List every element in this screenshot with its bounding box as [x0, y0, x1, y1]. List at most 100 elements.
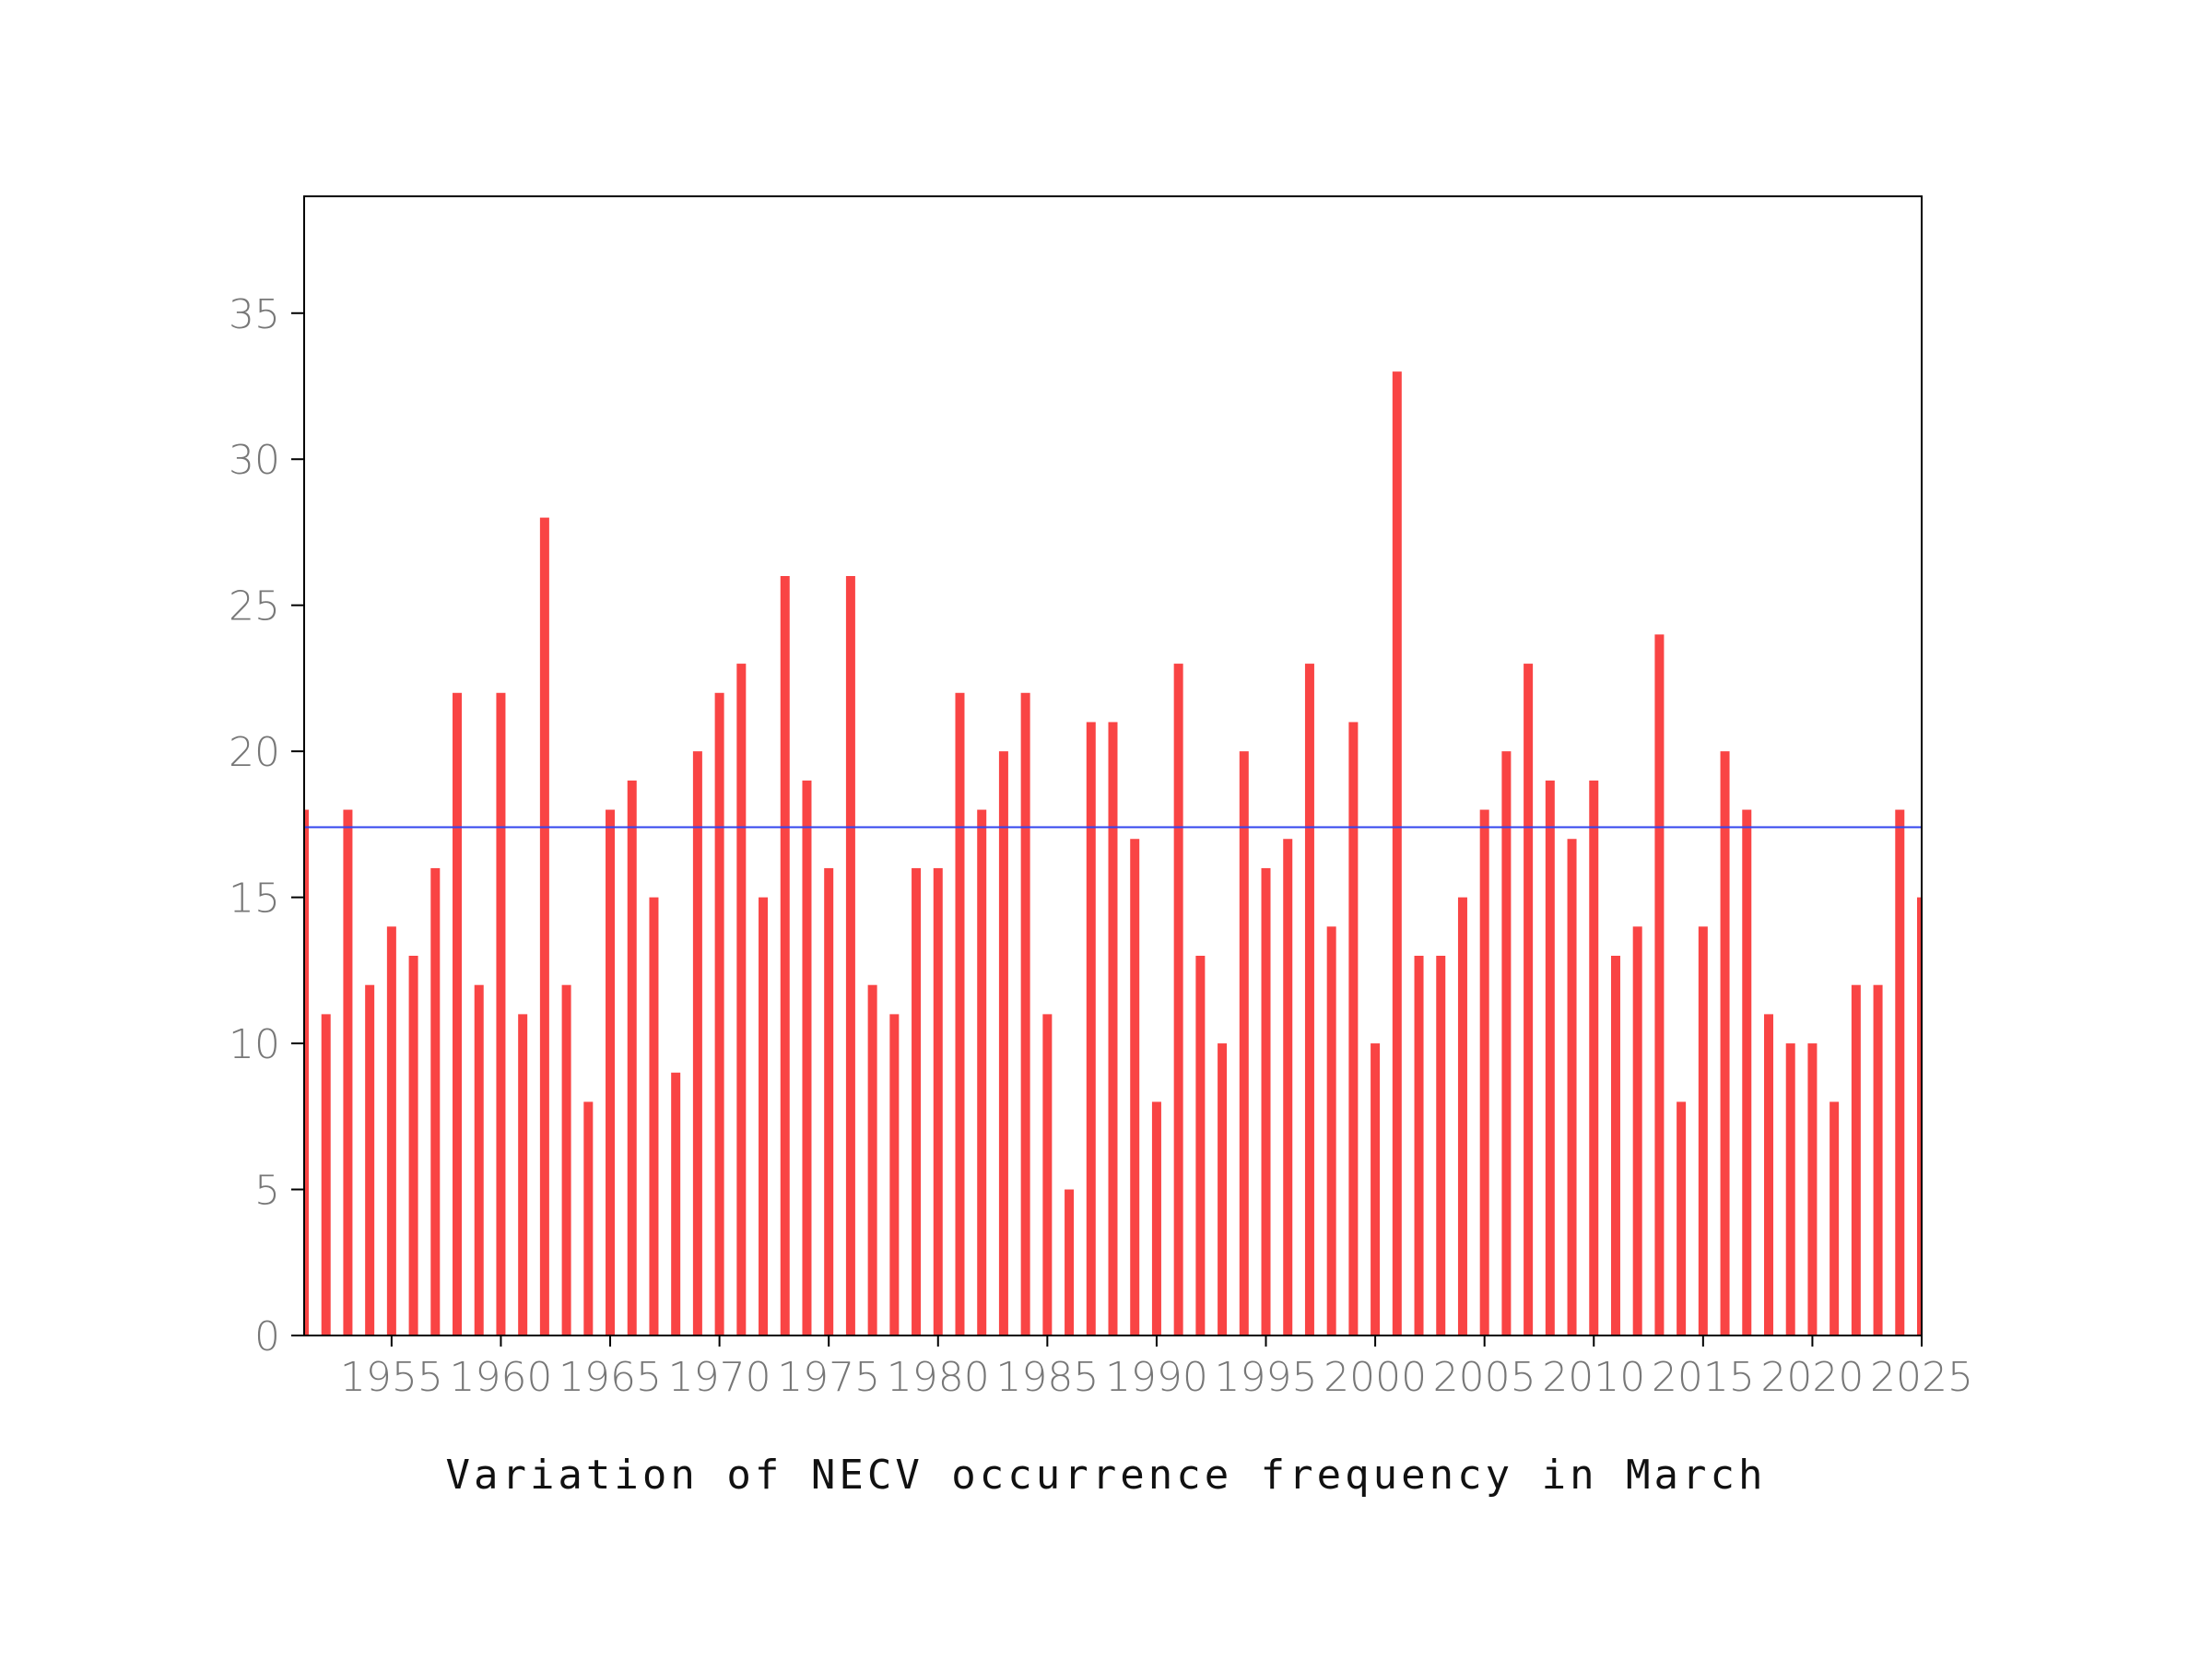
bar-1996 — [1283, 839, 1293, 1335]
bar-1982 — [977, 809, 987, 1335]
bar-1953 — [343, 809, 353, 1335]
bar-1989 — [1130, 839, 1140, 1335]
bar-1957 — [430, 867, 441, 1335]
bar-1961 — [518, 1014, 528, 1335]
bar-2016 — [1720, 751, 1730, 1335]
bar-1965 — [606, 809, 616, 1335]
bar-1958 — [453, 692, 463, 1335]
y-axis: 0 5 10 15 20 25 30 35 — [229, 291, 304, 1360]
bar-2007 — [1524, 664, 1534, 1335]
bar-1994 — [1239, 751, 1249, 1335]
bar-1952 — [321, 1014, 331, 1335]
x-tick-label: 2020 — [1760, 1354, 1864, 1401]
bar-1990 — [1151, 1101, 1161, 1335]
bar-2001 — [1392, 371, 1402, 1336]
bar-1962 — [539, 517, 549, 1335]
bar-1968 — [671, 1072, 681, 1335]
y-tick-label: 25 — [229, 583, 280, 630]
bar-2020 — [1807, 1043, 1818, 1335]
bar-1997 — [1304, 664, 1314, 1335]
x-tick-label: 1975 — [777, 1354, 880, 1401]
bar-1963 — [561, 984, 571, 1335]
bar-2015 — [1698, 926, 1708, 1335]
bar-1977 — [867, 984, 877, 1335]
bar-1973 — [780, 576, 790, 1335]
bar-1983 — [998, 751, 1008, 1335]
x-tick-label: 1970 — [668, 1354, 771, 1401]
x-axis: 1955 1960 1965 1970 1975 1980 1985 1990 1995 2000… — [340, 1335, 1973, 1401]
bar-1970 — [714, 692, 724, 1335]
bar-2011 — [1610, 956, 1620, 1335]
bar-1971 — [736, 664, 747, 1335]
bar-2003 — [1436, 956, 1446, 1335]
bar-2004 — [1457, 897, 1467, 1335]
bar-2022 — [1851, 984, 1861, 1335]
plot-frame — [303, 195, 1923, 1336]
bar-1959 — [474, 984, 484, 1335]
bar-2012 — [1632, 926, 1642, 1335]
bar-1981 — [955, 692, 965, 1335]
x-tick-label: 1985 — [995, 1354, 1099, 1401]
y-tick-label: 30 — [229, 437, 280, 484]
bar-2014 — [1677, 1101, 1687, 1335]
y-tick-label: 20 — [229, 729, 280, 776]
bar-1999 — [1348, 722, 1359, 1335]
bar-2019 — [1785, 1043, 1795, 1335]
bar-1974 — [802, 780, 812, 1335]
x-tick-label: 1960 — [449, 1354, 552, 1401]
bar-1964 — [583, 1101, 594, 1335]
x-tick-label: 2015 — [1652, 1354, 1755, 1401]
bar-2008 — [1545, 780, 1555, 1335]
bar-1987 — [1086, 722, 1096, 1335]
bar-2018 — [1763, 1014, 1773, 1335]
bar-2005 — [1479, 809, 1489, 1335]
chart-title: Variation of NECV occurrence frequency i… — [445, 1452, 1766, 1499]
bar-1956 — [408, 956, 418, 1335]
bar-1966 — [627, 780, 637, 1335]
bar-1976 — [845, 576, 855, 1335]
bar-1986 — [1065, 1189, 1075, 1335]
x-tick-label: 2005 — [1433, 1354, 1536, 1401]
x-tick-label: 2000 — [1324, 1354, 1427, 1401]
x-tick-label: 2025 — [1870, 1354, 1973, 1401]
bar-1995 — [1261, 867, 1271, 1335]
bar-2024 — [1895, 809, 1905, 1335]
x-tick-label: 1990 — [1105, 1354, 1208, 1401]
y-tick-label: 10 — [229, 1021, 280, 1068]
bar-1991 — [1173, 664, 1183, 1335]
y-tick-label: 15 — [229, 876, 280, 923]
bar-1992 — [1195, 956, 1206, 1335]
x-tick-label: 1995 — [1215, 1354, 1318, 1401]
x-tick-label: 1965 — [559, 1354, 662, 1401]
bar-2023 — [1873, 984, 1883, 1335]
y-tick-label: 35 — [229, 291, 280, 338]
bar-1998 — [1326, 926, 1336, 1335]
bar-1960 — [496, 692, 506, 1335]
y-tick-label: 5 — [254, 1168, 280, 1215]
bar-1980 — [933, 867, 943, 1335]
bar-1993 — [1218, 1043, 1228, 1335]
bar-2013 — [1654, 634, 1665, 1335]
bar-1967 — [649, 897, 659, 1335]
bar-2009 — [1567, 839, 1577, 1335]
x-tick-label: 1955 — [340, 1354, 443, 1401]
y-tick-label: 0 — [254, 1313, 280, 1360]
bar-1985 — [1042, 1014, 1053, 1335]
bar-1988 — [1108, 722, 1118, 1335]
bar-1972 — [759, 897, 769, 1335]
bar-2000 — [1371, 1043, 1381, 1335]
bar-1978 — [889, 1014, 900, 1335]
bar-1951 — [304, 809, 309, 1335]
bar-1979 — [912, 867, 922, 1335]
bar-1975 — [824, 867, 834, 1335]
bar-1984 — [1020, 692, 1030, 1335]
bar-2017 — [1742, 809, 1752, 1335]
bar-2025 — [1917, 897, 1922, 1335]
bars-group — [304, 371, 1922, 1336]
bar-1954 — [365, 984, 375, 1335]
x-tick-label: 2010 — [1542, 1354, 1645, 1401]
x-tick-label: 1980 — [887, 1354, 990, 1401]
bar-2006 — [1501, 751, 1512, 1335]
bar-2021 — [1830, 1101, 1840, 1335]
